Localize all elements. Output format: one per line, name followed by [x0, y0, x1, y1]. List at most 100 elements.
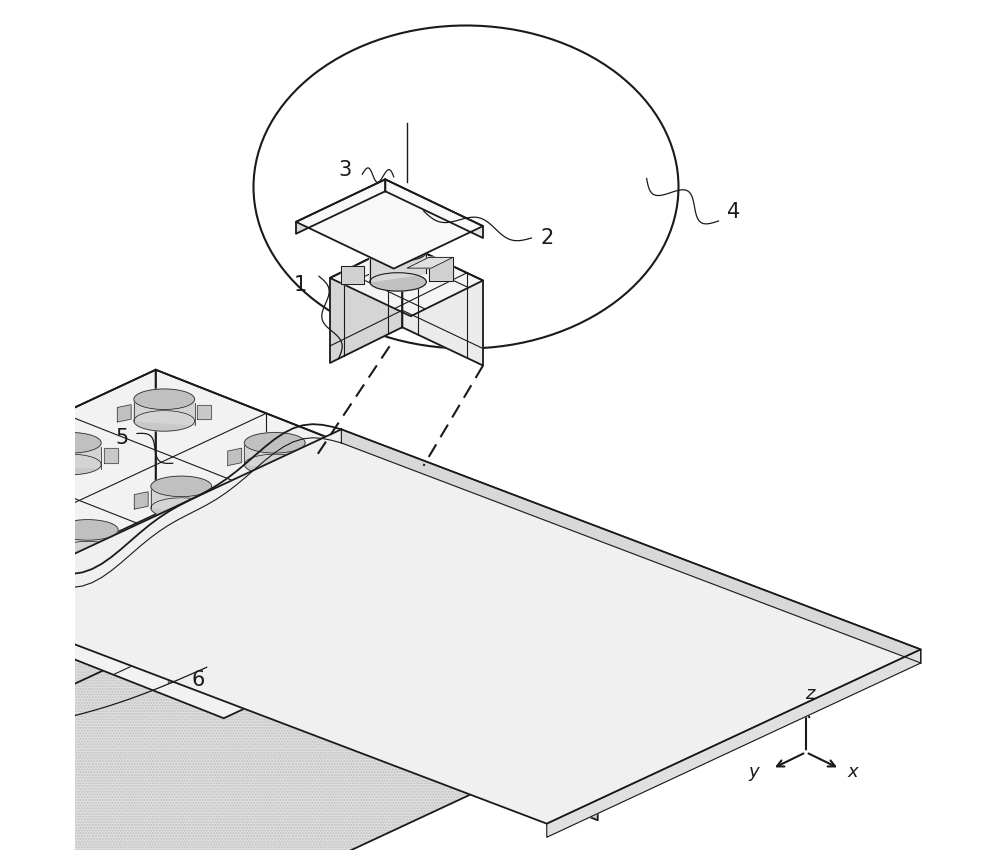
Polygon shape [449, 536, 463, 552]
Polygon shape [296, 179, 483, 269]
Ellipse shape [185, 650, 246, 671]
Polygon shape [261, 530, 322, 556]
Polygon shape [40, 443, 101, 468]
Polygon shape [0, 561, 156, 820]
Ellipse shape [57, 519, 118, 540]
Polygon shape [57, 530, 118, 556]
Polygon shape [355, 579, 369, 596]
Polygon shape [197, 405, 211, 419]
Polygon shape [325, 536, 339, 550]
Polygon shape [228, 448, 242, 466]
Ellipse shape [370, 243, 426, 261]
Text: 3: 3 [339, 160, 352, 180]
Polygon shape [156, 561, 598, 820]
Ellipse shape [244, 433, 305, 453]
Polygon shape [134, 400, 195, 425]
Polygon shape [418, 492, 432, 507]
Polygon shape [465, 530, 526, 556]
Ellipse shape [261, 541, 322, 562]
Polygon shape [121, 536, 135, 550]
Ellipse shape [244, 454, 305, 474]
Polygon shape [278, 617, 339, 643]
Polygon shape [185, 660, 246, 687]
Polygon shape [10, 492, 24, 507]
Polygon shape [24, 448, 38, 466]
Text: x: x [848, 763, 859, 781]
Polygon shape [74, 617, 135, 643]
Polygon shape [117, 405, 131, 422]
Polygon shape [151, 486, 212, 513]
Ellipse shape [372, 585, 433, 605]
Polygon shape [41, 536, 55, 552]
Polygon shape [0, 561, 598, 850]
Ellipse shape [134, 389, 195, 410]
Polygon shape [341, 265, 364, 284]
Text: 6: 6 [192, 670, 205, 690]
Polygon shape [342, 622, 356, 637]
Ellipse shape [0, 476, 8, 496]
Polygon shape [214, 492, 228, 507]
Polygon shape [402, 242, 483, 366]
Polygon shape [338, 492, 352, 509]
Text: y: y [748, 763, 759, 781]
Ellipse shape [278, 628, 339, 649]
Polygon shape [104, 448, 118, 462]
Ellipse shape [40, 454, 101, 474]
Polygon shape [168, 666, 182, 683]
Polygon shape [27, 579, 41, 593]
Ellipse shape [355, 498, 416, 518]
Ellipse shape [355, 476, 416, 496]
Polygon shape [435, 579, 449, 593]
Text: 1: 1 [294, 275, 307, 295]
Ellipse shape [370, 273, 426, 291]
Ellipse shape [261, 519, 322, 540]
Ellipse shape [185, 672, 246, 693]
Polygon shape [330, 242, 402, 363]
Ellipse shape [278, 607, 339, 627]
Ellipse shape [40, 433, 101, 453]
Polygon shape [308, 448, 322, 462]
Ellipse shape [74, 628, 135, 649]
Polygon shape [244, 443, 305, 468]
Polygon shape [134, 492, 148, 509]
Polygon shape [547, 649, 921, 837]
Polygon shape [355, 486, 416, 513]
Polygon shape [0, 370, 156, 688]
Polygon shape [0, 370, 598, 718]
Polygon shape [168, 574, 229, 599]
Polygon shape [0, 574, 25, 599]
Polygon shape [156, 370, 598, 688]
Polygon shape [262, 622, 276, 640]
Text: z: z [805, 684, 814, 703]
Polygon shape [231, 579, 245, 593]
Polygon shape [330, 242, 483, 316]
Polygon shape [138, 622, 152, 637]
Ellipse shape [74, 607, 135, 627]
Polygon shape [385, 179, 483, 238]
Polygon shape [407, 258, 453, 268]
Polygon shape [245, 536, 259, 552]
Polygon shape [296, 179, 385, 234]
Polygon shape [370, 248, 426, 282]
Polygon shape [0, 429, 921, 824]
Polygon shape [248, 666, 262, 681]
Ellipse shape [151, 498, 212, 518]
Text: 4: 4 [727, 202, 740, 223]
Ellipse shape [0, 564, 25, 584]
Ellipse shape [0, 498, 8, 518]
Text: 2: 2 [540, 228, 553, 248]
Ellipse shape [254, 26, 678, 348]
Ellipse shape [0, 585, 25, 605]
Ellipse shape [372, 564, 433, 584]
Ellipse shape [151, 476, 212, 496]
Ellipse shape [168, 585, 229, 605]
Polygon shape [58, 622, 72, 640]
Polygon shape [372, 574, 433, 599]
Polygon shape [341, 429, 921, 663]
Polygon shape [529, 536, 543, 550]
Text: 5: 5 [115, 428, 128, 448]
Ellipse shape [465, 519, 526, 540]
Polygon shape [429, 258, 453, 281]
Ellipse shape [57, 541, 118, 562]
Ellipse shape [168, 564, 229, 584]
